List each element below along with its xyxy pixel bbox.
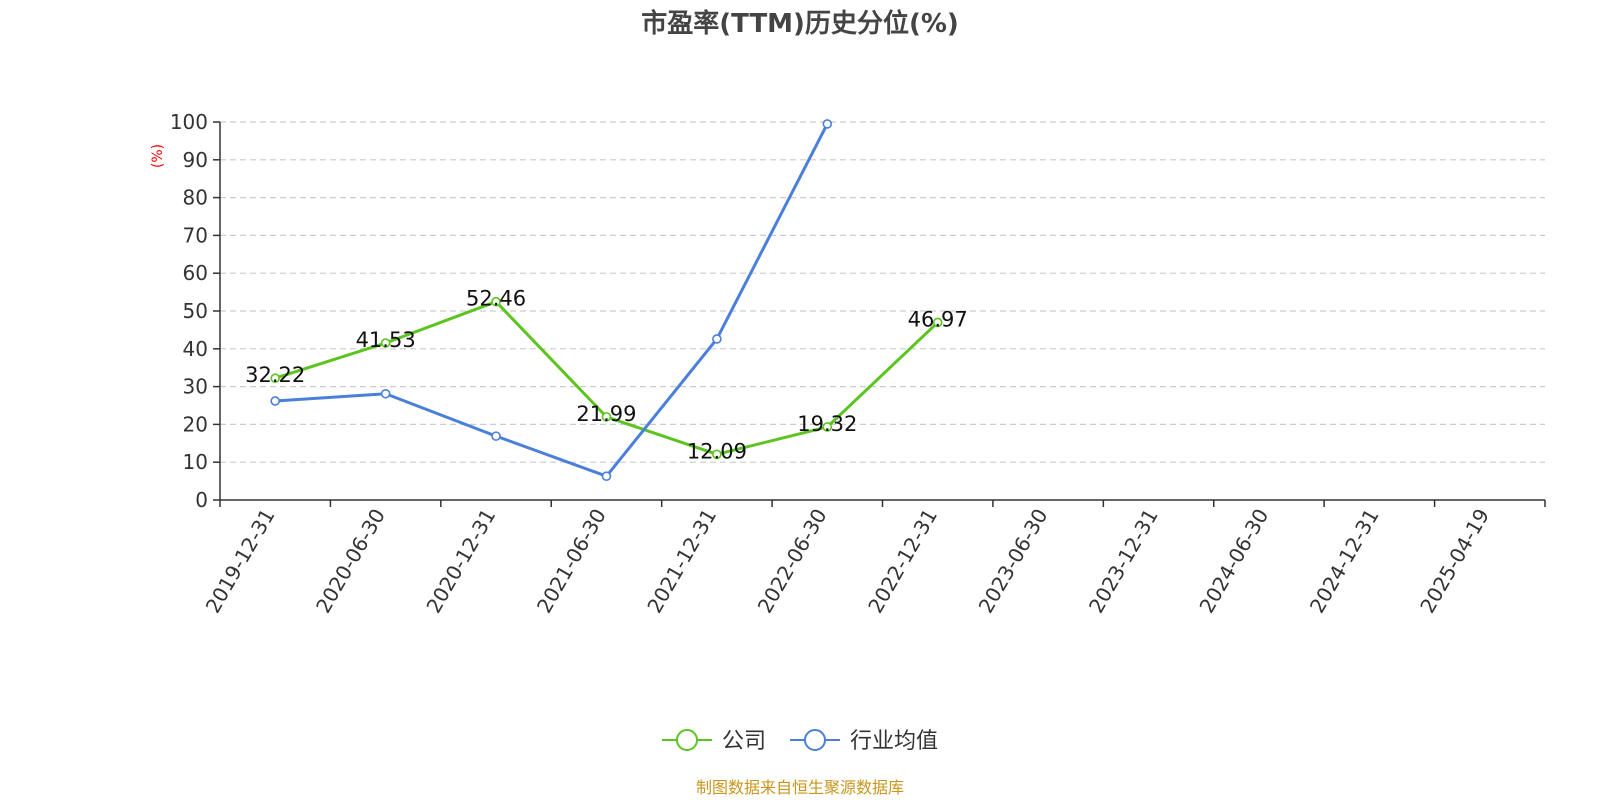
legend-item-industry-average[interactable]: 行业均值	[790, 729, 938, 754]
data-point-s1-2021-06-30[interactable]	[601, 471, 612, 481]
y-axis-unit-label: (%)	[150, 144, 166, 168]
x-tick-label-2021-06-30: 2021-06-30	[532, 505, 611, 618]
y-tick-label-10: 10	[183, 450, 208, 474]
y-tick-label-20: 20	[183, 412, 208, 436]
data-point-s1-2020-06-30[interactable]	[380, 388, 391, 399]
data-point-s1-2022-06-30[interactable]	[822, 119, 833, 129]
legend-label-industry-average: 行业均值	[850, 729, 938, 754]
chart-title: 市盈率(TTM)历史分位(%)	[641, 8, 959, 39]
x-tick-label-2024-12-31: 2024-12-31	[1305, 505, 1384, 618]
gridlines	[220, 121, 1545, 463]
x-tick-label-2022-12-31: 2022-12-31	[863, 505, 942, 618]
data-point-s1-2020-12-31[interactable]	[491, 431, 501, 441]
data-point-s1-2019-12-31[interactable]	[270, 396, 281, 406]
data-point-s0-2022-12-31[interactable]	[932, 317, 943, 328]
data-point-s0-2022-06-30[interactable]	[822, 422, 833, 432]
y-tick-label-40: 40	[183, 337, 208, 361]
x-tick-label-2024-06-30: 2024-06-30	[1194, 505, 1273, 618]
data-point-s0-2021-12-31[interactable]	[712, 449, 722, 460]
x-tick-label-2022-06-30: 2022-06-30	[753, 505, 832, 618]
y-tick-label-30: 30	[183, 375, 208, 399]
axes: 0 10 20 30 40 50 60 70 80 90 100 2019-12-31 2020-06-…	[170, 110, 1546, 618]
data-label-s0-2020-12-31: 52.46	[466, 287, 526, 311]
legend-marker-industry-average	[804, 729, 826, 751]
series-lines	[270, 119, 943, 481]
data-label-s0-2021-06-30: 21.99	[576, 402, 636, 426]
y-tick-label-80: 80	[183, 186, 208, 210]
x-tick-label-2023-06-30: 2023-06-30	[974, 505, 1053, 618]
legend-item-company[interactable]: 公司	[662, 729, 766, 754]
y-tick-label-90: 90	[183, 148, 208, 172]
y-tick-label-60: 60	[183, 261, 208, 285]
x-tick-label-2019-12-31: 2019-12-31	[201, 505, 280, 618]
data-label-s0-2021-12-31: 12.09	[687, 439, 747, 463]
y-tick-label-0: 0	[195, 488, 208, 512]
data-labels: 32.22 41.53 52.46 21.99 12.09 19.32 46.97	[245, 287, 968, 464]
x-tick-label-2021-12-31: 2021-12-31	[642, 505, 721, 618]
series-line-1	[275, 123, 829, 478]
x-tick-label-2020-12-31: 2020-12-31	[421, 505, 500, 618]
y-tick-label-100: 100	[170, 110, 208, 134]
legend-label-company: 公司	[722, 729, 766, 754]
data-point-s1-2021-12-31[interactable]	[712, 334, 722, 344]
data-point-s0-2019-12-31[interactable]	[270, 373, 281, 384]
data-point-s0-2020-12-31[interactable]	[491, 296, 501, 307]
legend-marker-company	[676, 729, 698, 751]
data-label-s0-2020-06-30: 41.53	[356, 328, 416, 352]
data-label-s0-2019-12-31: 32.22	[245, 363, 305, 387]
data-label-s0-2022-12-31: 46.97	[908, 307, 968, 331]
x-tick-label-2020-06-30: 2020-06-30	[311, 505, 390, 618]
data-point-s0-2020-06-30[interactable]	[380, 338, 391, 348]
data-point-s0-2021-06-30[interactable]	[601, 412, 612, 422]
legend: 公司 行业均值	[662, 729, 938, 754]
y-tick-label-50: 50	[183, 299, 208, 323]
y-tick-label-70: 70	[183, 223, 208, 247]
x-tick-label-2023-12-31: 2023-12-31	[1084, 505, 1163, 618]
x-tick-label-2025-04-19: 2025-04-19	[1415, 505, 1494, 618]
data-label-s0-2022-06-30: 19.32	[797, 412, 857, 436]
source-note: 制图数据来自恒生聚源数据库	[696, 778, 904, 797]
